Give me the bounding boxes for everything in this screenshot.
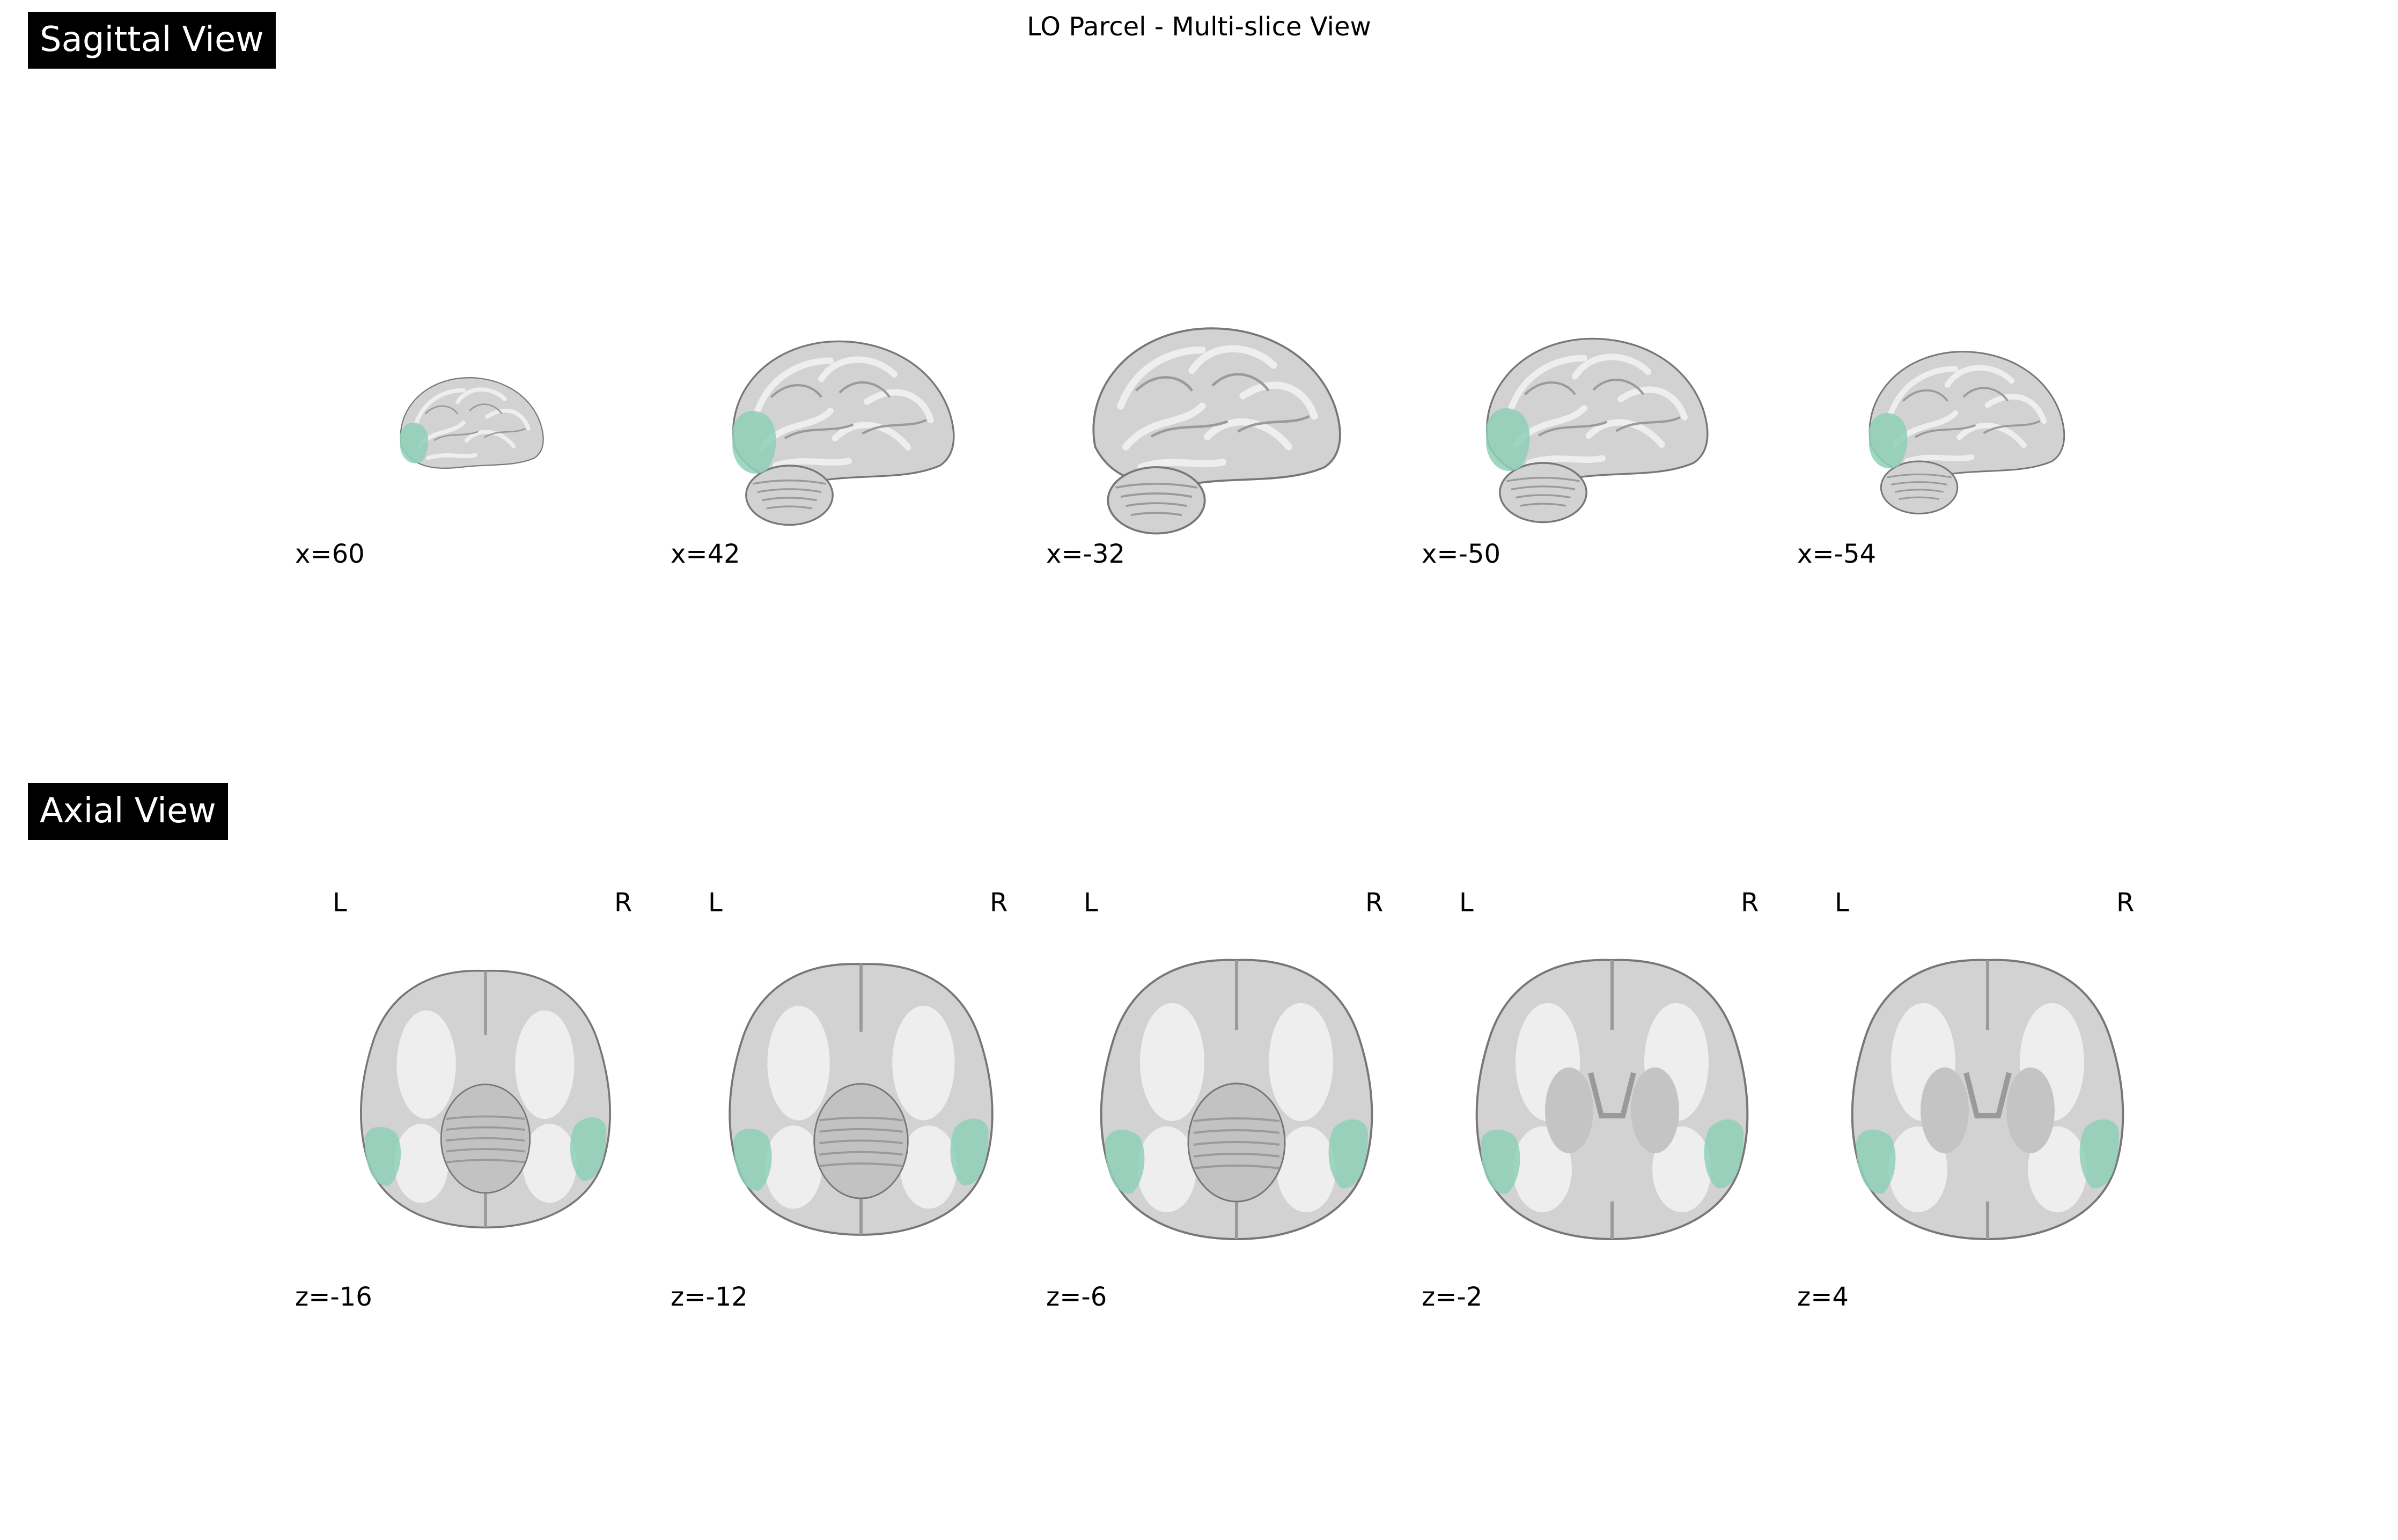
- lo-parcel-right: [950, 1118, 989, 1186]
- sagittal-brain-slice: [1092, 327, 1341, 535]
- lo-parcel-left: [364, 1126, 401, 1186]
- sulci-pattern: [1902, 387, 2041, 438]
- figure-title: LO Parcel - Multi-slice View: [1027, 12, 1371, 42]
- sagittal-brain-slice: [1485, 337, 1709, 524]
- axial-brain-slice: [729, 963, 994, 1236]
- slice-coordinate-label: z=-16: [295, 1282, 372, 1312]
- axial-brain-slice: [1100, 959, 1373, 1241]
- sagittal-slice-panel: x=60: [292, 300, 668, 579]
- lo-parcel-right: [570, 1117, 607, 1181]
- basal-ganglia-left: [1545, 1067, 1593, 1153]
- cerebellum-shape: [1107, 466, 1206, 535]
- sulci-pattern: [1135, 373, 1310, 438]
- lo-parcel-left: [1481, 1130, 1520, 1194]
- sagittal-brain-slice: [400, 377, 544, 469]
- sagittal-brain-slice: [732, 340, 955, 526]
- sagittal-view-label: Sagittal View: [28, 12, 276, 69]
- lo-parcel-overlay: [1486, 408, 1530, 471]
- orientation-left-label: L: [708, 888, 723, 918]
- gyri-pattern: [414, 387, 531, 460]
- lo-parcel-overlay: [1869, 413, 1908, 469]
- slice-coordinate-label: z=-12: [671, 1282, 748, 1312]
- sagittal-slice-panel: x=-54: [1794, 300, 2170, 579]
- sulci-pattern: [424, 403, 526, 441]
- slice-coordinate-label: x=60: [295, 539, 365, 569]
- sulci-pattern: [1524, 378, 1681, 437]
- orientation-right-label: R: [2116, 888, 2135, 918]
- white-matter: [1137, 1003, 1336, 1212]
- cerebellum-shape: [1880, 460, 1959, 514]
- lo-parcel-left: [1105, 1130, 1145, 1194]
- axial-brain-slice: [360, 969, 611, 1229]
- lo-parcel-right: [1704, 1119, 1744, 1189]
- basal-ganglia-left: [1921, 1067, 1969, 1153]
- cortex-shape: [400, 377, 544, 469]
- orientation-right-label: R: [614, 888, 632, 918]
- slice-coordinate-label: z=4: [1797, 1282, 1849, 1312]
- axial-brain-slice: [1475, 959, 1749, 1241]
- slice-coordinate-label: x=-32: [1046, 539, 1126, 569]
- lo-parcel-right: [1328, 1119, 1368, 1189]
- axial-view-label: Axial View: [28, 783, 228, 840]
- sagittal-brain-slice: [1869, 351, 2065, 514]
- axial-brain-slice: [1851, 959, 2124, 1241]
- gyri-pattern: [1117, 345, 1318, 471]
- white-matter: [764, 1006, 958, 1209]
- orientation-left-label: L: [1084, 888, 1098, 918]
- orientation-right-label: R: [1741, 888, 1759, 918]
- cerebellum-folia: [753, 479, 826, 510]
- lo-parcel-overlay: [400, 423, 429, 463]
- cerebellum-folia: [446, 1115, 525, 1163]
- basal-ganglia-right: [2006, 1067, 2055, 1153]
- lo-parcel-right: [2079, 1119, 2119, 1189]
- slice-coordinate-label: x=42: [671, 539, 740, 569]
- cerebellum-shape: [1499, 462, 1587, 524]
- cerebellum-folia: [1506, 476, 1580, 507]
- cerebellum-shape: [745, 465, 834, 526]
- orientation-left-label: L: [333, 888, 347, 918]
- cerebellum-folia: [819, 1116, 903, 1167]
- cerebellum-folia: [1887, 473, 1952, 500]
- slice-coordinate-label: x=-50: [1422, 539, 1501, 569]
- basal-ganglia-right: [1631, 1067, 1679, 1153]
- cerebellum-folia: [1115, 483, 1197, 517]
- slice-coordinate-label: z=-6: [1046, 1282, 1107, 1312]
- sagittal-slice-panel: x=-32: [1043, 300, 1419, 579]
- lo-parcel-left: [733, 1129, 772, 1191]
- cerebellum-folia: [1193, 1117, 1280, 1169]
- lo-parcel-left: [1856, 1130, 1896, 1194]
- orientation-left-label: L: [1459, 888, 1474, 918]
- lo-parcel-overlay: [732, 411, 776, 474]
- sagittal-slice-panel: x=-50: [1419, 300, 1794, 579]
- white-matter: [394, 1010, 577, 1203]
- ventricles: [1963, 1072, 2012, 1118]
- sulci-pattern: [770, 381, 927, 439]
- sagittal-slice-panel: x=42: [668, 300, 1043, 579]
- slice-coordinate-label: x=-54: [1797, 539, 1877, 569]
- orientation-right-label: R: [1365, 888, 1384, 918]
- orientation-left-label: L: [1835, 888, 1849, 918]
- slice-coordinate-label: z=-2: [1422, 1282, 1483, 1312]
- ventricles: [1588, 1072, 1636, 1118]
- orientation-right-label: R: [990, 888, 1008, 918]
- white-matter: [1888, 1003, 2087, 1212]
